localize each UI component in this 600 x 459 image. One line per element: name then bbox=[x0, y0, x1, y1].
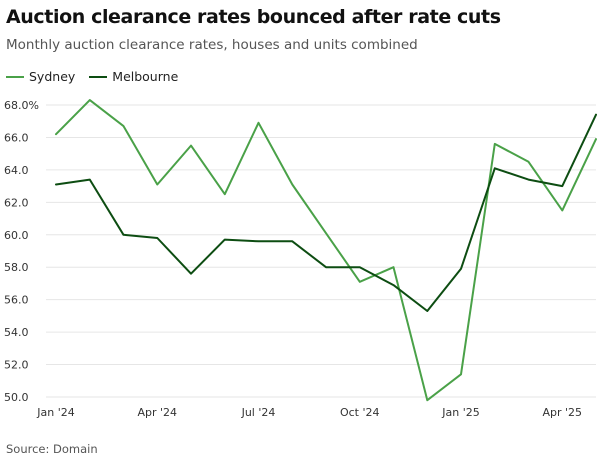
x-tick-label: Jan '24 bbox=[36, 406, 74, 419]
chart-subtitle: Monthly auction clearance rates, houses … bbox=[6, 37, 418, 53]
legend-swatch-melbourne bbox=[89, 75, 108, 78]
y-tick-label: 62.0 bbox=[4, 196, 29, 209]
legend: Sydney Melbourne bbox=[6, 69, 192, 84]
legend-label-melbourne: Melbourne bbox=[112, 69, 179, 84]
y-tick-label: 68.0% bbox=[4, 99, 39, 112]
x-tick-label: Jan '25 bbox=[441, 406, 479, 419]
y-tick-label: 66.0 bbox=[4, 131, 29, 144]
legend-label-sydney: Sydney bbox=[29, 69, 76, 84]
legend-item-sydney: Sydney bbox=[6, 69, 75, 84]
y-tick-label: 56.0 bbox=[4, 294, 29, 307]
x-tick-label: Apr '24 bbox=[137, 406, 177, 419]
y-tick-label: 52.0 bbox=[4, 359, 29, 372]
chart-title: Auction clearance rates bounced after ra… bbox=[6, 6, 501, 28]
series-line-sydney bbox=[55, 99, 597, 402]
series-line-melbourne bbox=[55, 113, 597, 312]
x-tick-label: Apr '25 bbox=[542, 406, 582, 419]
y-tick-label: 54.0 bbox=[4, 326, 29, 339]
y-tick-label: 60.0 bbox=[4, 229, 29, 242]
legend-item-melbourne: Melbourne bbox=[89, 69, 178, 84]
y-tick-label: 58.0 bbox=[4, 261, 29, 274]
source-note: Source: Domain bbox=[6, 442, 98, 456]
y-tick-label: 64.0 bbox=[4, 164, 29, 177]
x-tick-label: Oct '24 bbox=[340, 406, 380, 419]
legend-swatch-sydney bbox=[6, 75, 24, 78]
y-tick-label: 50.0 bbox=[4, 391, 29, 404]
x-tick-label: Jul '24 bbox=[241, 406, 276, 419]
